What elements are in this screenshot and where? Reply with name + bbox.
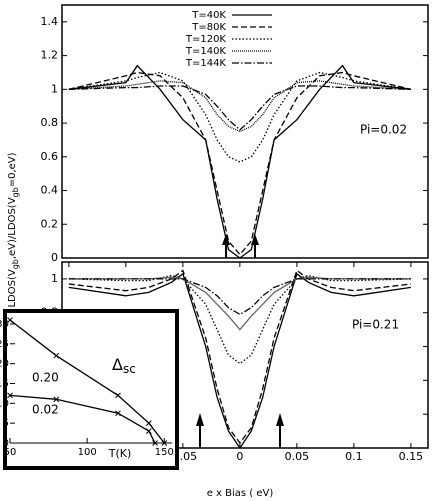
line: [68, 276, 411, 331]
line: [68, 272, 411, 448]
y-tick-label: 1: [51, 272, 58, 285]
point: [7, 392, 13, 399]
y-tick-label: 1.2: [41, 49, 59, 62]
x-tick-label: 0.15: [399, 450, 424, 463]
x-axis-label: e x Bias ( eV): [207, 488, 274, 499]
y-tick-label: 15: [0, 378, 9, 389]
annotation: Pi=0.02: [360, 123, 407, 137]
x-tick-label: 0: [236, 450, 243, 463]
y-tick-label: 0.2: [41, 217, 59, 230]
line: [68, 80, 411, 133]
x-axis-label: T(K): [108, 447, 132, 460]
legend-label: T=140K: [185, 46, 227, 57]
y-tick-label: 1: [51, 82, 58, 95]
y-tick-label: 1.4: [41, 15, 59, 28]
line: [68, 71, 411, 163]
line: [68, 278, 411, 316]
annotation: Pi=0.21: [352, 318, 399, 332]
point: [161, 440, 168, 446]
y-tick-label: 5: [3, 418, 9, 429]
point: [7, 317, 13, 323]
point: [53, 396, 60, 403]
y-axis-label: LDOS(Vgb,eV)/LDOS(Vgb=0,eV): [7, 152, 20, 307]
y-tick-label: 0: [3, 438, 9, 449]
gap-arrows: [196, 234, 284, 448]
point: [152, 440, 158, 446]
point: [115, 392, 121, 399]
panel: 00.20.40.60.811.21.4 T=40KT=80KT=120KT=14…: [41, 4, 429, 264]
series-label: 0.02: [32, 403, 59, 417]
y-tick-label: 0.6: [41, 150, 59, 163]
plot-frame: [61, 4, 429, 259]
inset: 0 5 10 15 20 25 30 50 100 150 0.20 0.02 T(K) Δsc: [0, 309, 179, 470]
y-tick-label: 0.4: [41, 184, 59, 197]
x-tick-label: 150: [155, 447, 174, 458]
x-tick-label: 100: [78, 447, 97, 458]
y-tick-label: 0: [51, 251, 58, 264]
y-tick-label: 25: [0, 339, 9, 350]
inset-box: [3, 309, 179, 470]
y-tick-label: 0.8: [41, 116, 59, 129]
point: [115, 410, 121, 417]
x-tick-label: 0.05: [285, 450, 310, 463]
series-group: [68, 269, 411, 448]
legend-label: T=40K: [191, 10, 226, 21]
series-label: 0.20: [32, 371, 59, 385]
legend-label: T=80K: [191, 22, 226, 33]
legend-label: T=144K: [185, 58, 227, 69]
line: [68, 71, 412, 256]
line: [68, 85, 411, 131]
symbol-sub: sc: [123, 362, 136, 376]
symbol-label: Δsc: [112, 355, 136, 376]
y-tick-label: 30: [0, 319, 9, 330]
line: [68, 269, 411, 444]
series-group: [68, 64, 412, 258]
y-tick-label: 20: [0, 359, 9, 370]
y-tick-label: 10: [0, 398, 9, 409]
point: [146, 428, 152, 434]
point: [146, 420, 152, 427]
x-tick-label: 50: [4, 447, 17, 458]
x-tick-label: 0.1: [345, 450, 363, 463]
legend-label: T=120K: [185, 34, 227, 45]
symbol: Δ: [112, 355, 123, 374]
point: [53, 352, 60, 359]
